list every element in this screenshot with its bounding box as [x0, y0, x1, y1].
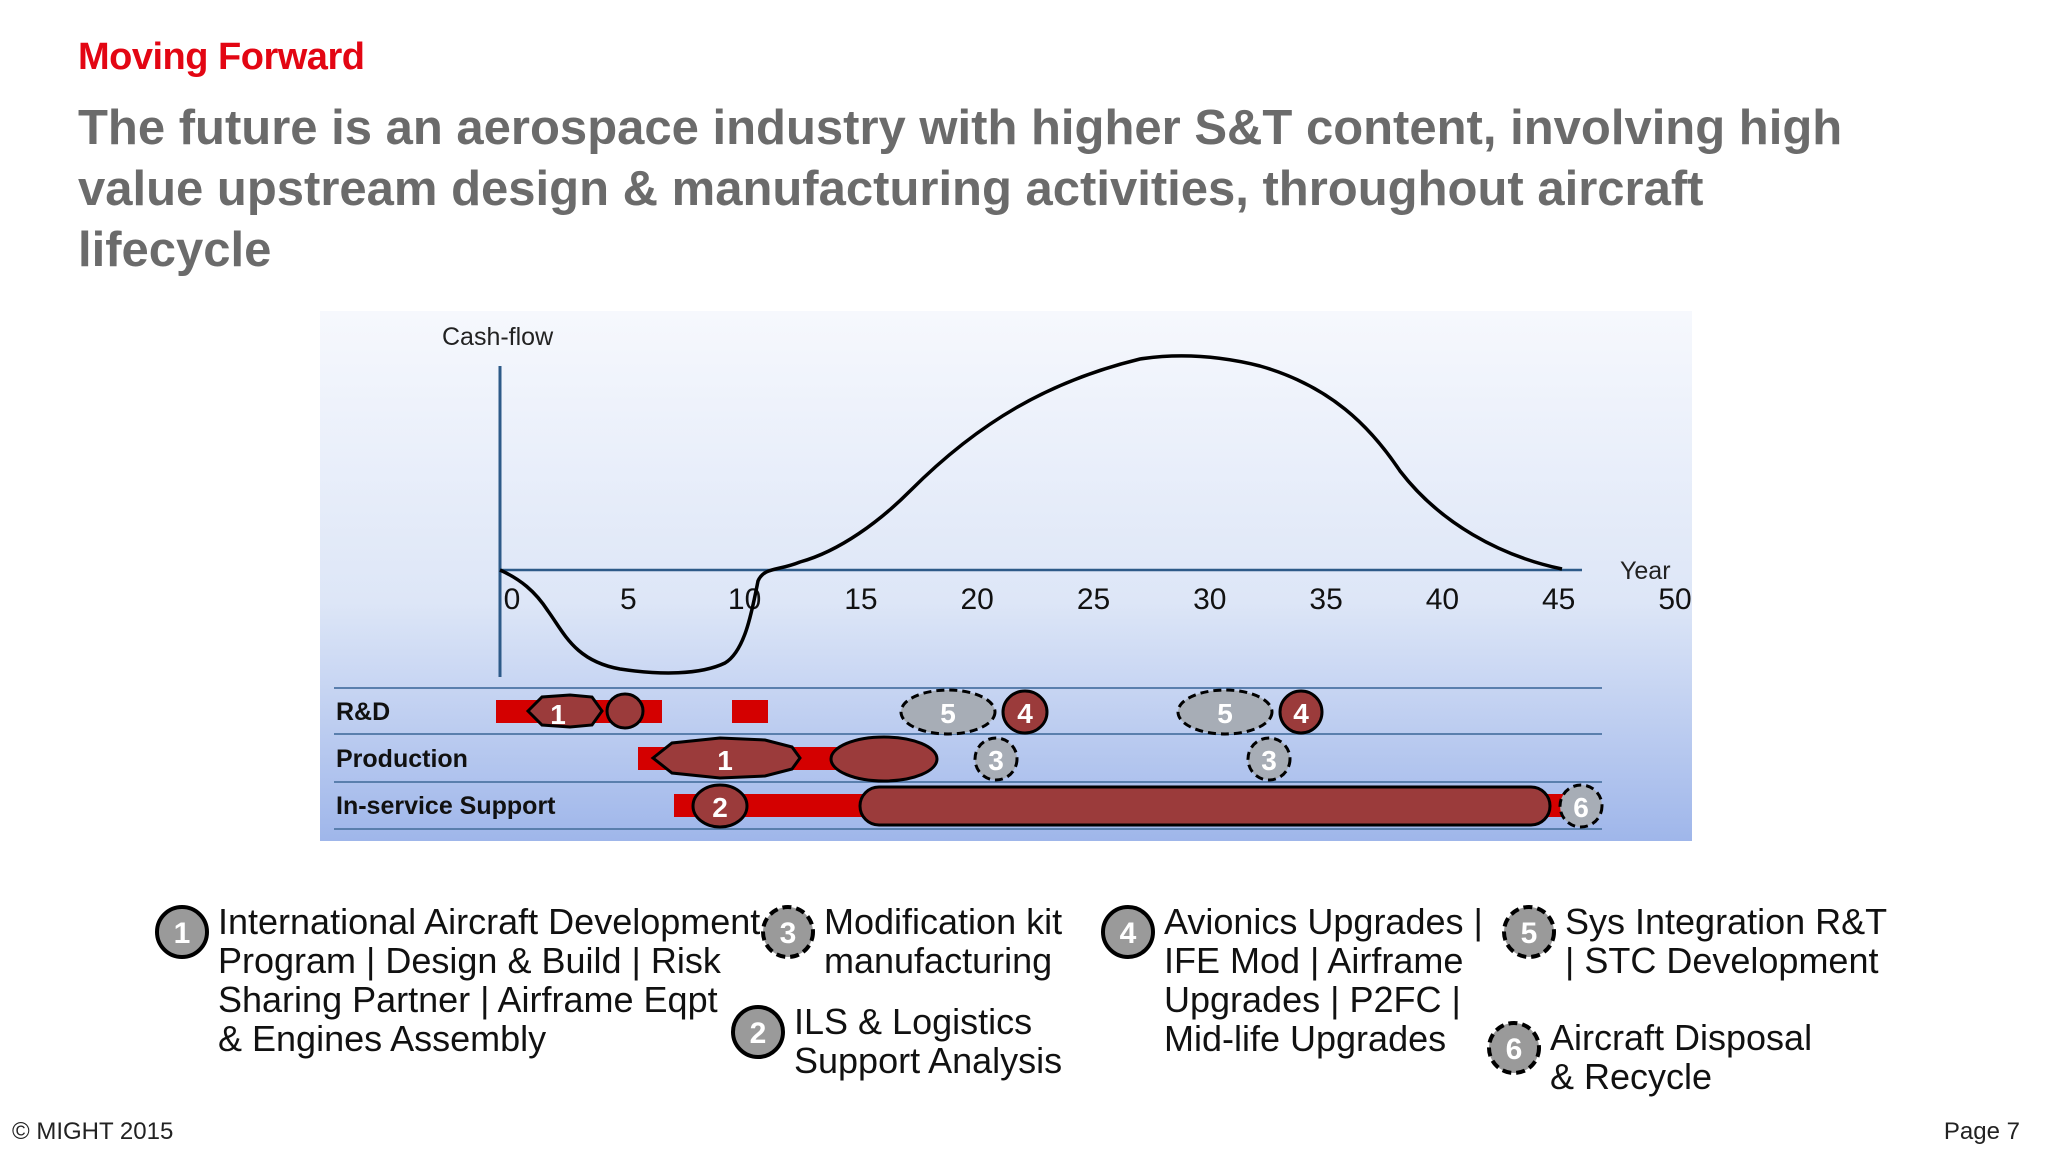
x-tick-label: 30: [1193, 583, 1226, 616]
iss-marker-6: 6: [1573, 792, 1589, 823]
headline-line-2: value upstream design & manufacturing ac…: [78, 162, 1704, 216]
x-tick-label: 20: [961, 583, 994, 616]
headline-line-1: The future is an aerospace industry with…: [78, 101, 1843, 155]
x-tick-label: 0: [504, 583, 521, 616]
prod-dashed-ellipse-3a: [973, 736, 1019, 782]
rd-marker-1: 1: [550, 699, 566, 730]
section-label: Moving Forward: [78, 36, 365, 78]
rd-marker-5b: 5: [1217, 698, 1233, 729]
headline-line-3: lifecycle: [78, 223, 272, 277]
x-tick-label: 45: [1542, 583, 1575, 616]
cashflow-curve: [499, 354, 1563, 675]
legend-item-3: 3 Modification kit manufacturing: [760, 901, 1063, 981]
x-tick-label: 40: [1426, 583, 1459, 616]
x-tick-label: 25: [1077, 583, 1110, 616]
rd-ellipse-4b: [1278, 689, 1324, 735]
prod-ellipse: [829, 735, 939, 783]
x-axis-label: Year: [1620, 557, 1671, 585]
svg-text:6: 6: [1506, 1033, 1523, 1066]
svg-text:1: 1: [174, 917, 191, 950]
rd-marker-1-shape: [525, 693, 604, 729]
badge-6-dashed-icon: 6: [1487, 1021, 1541, 1075]
svg-text:2: 2: [750, 1017, 767, 1050]
svg-text:5: 5: [1521, 917, 1538, 950]
legend-text-1: International Aircraft Development Progr…: [218, 901, 761, 1059]
rd-dashed-ellipse-5b: [1176, 688, 1274, 736]
svg-text:3: 3: [780, 917, 797, 950]
rd-marker-4a: 4: [1017, 698, 1033, 729]
row-label-in-service-support: In-service Support: [336, 792, 556, 820]
badge-4-icon: 4: [1101, 905, 1155, 959]
iss-dashed-ellipse-6: [1558, 783, 1604, 829]
lifecycle-cashflow-diagram: Cash-flow Year 0 5 10 15 20 25 30 35 40 45 50 R&D …: [320, 311, 1692, 841]
legend-text-6: Aircraft Disposal & Recycle: [1550, 1017, 1813, 1097]
row-label-production: Production: [336, 745, 468, 773]
badge-3-dashed-icon: 3: [761, 905, 815, 959]
prod-marker-1-shape: [650, 736, 802, 780]
x-tick-label: 35: [1309, 583, 1342, 616]
footer-copyright: © MIGHT 2015: [12, 1118, 174, 1145]
iss-long-capsule: [858, 785, 1552, 827]
legend-item-2: 2 ILS & Logistics Support Analysis: [730, 1001, 1063, 1081]
row-label-rd: R&D: [336, 698, 390, 726]
x-tick-label: 5: [620, 583, 637, 616]
slide-headline: The future is an aerospace industry with…: [78, 98, 1978, 281]
prod-dashed-ellipse-3b: [1246, 736, 1292, 782]
legend-item-1: 1 International Aircraft Development Pro…: [154, 901, 761, 1059]
x-tick-labels: 0 5 10 15 20 25 30 35 40 45 50: [504, 583, 1692, 616]
badge-5-dashed-icon: 5: [1502, 905, 1556, 959]
iss-ellipse-2: [691, 783, 749, 829]
legend-text-4: Avionics Upgrades | IFE Mod | Airframe U…: [1164, 901, 1483, 1059]
legend-item-5: 5 Sys Integration R&T | STC Development: [1501, 901, 1888, 981]
legend-item-6: 6 Aircraft Disposal & Recycle: [1486, 1017, 1813, 1097]
rd-marker-5a: 5: [940, 698, 956, 729]
footer-page-number: Page 7: [1943, 1118, 2020, 1145]
rd-bar-short: [732, 700, 768, 723]
prod-marker-3b: 3: [1261, 745, 1277, 776]
x-tick-label: 15: [844, 583, 877, 616]
badge-2-icon: 2: [731, 1005, 785, 1059]
rd-small-ellipse: [605, 692, 645, 730]
legend-text-3: Modification kit manufacturing: [824, 901, 1063, 981]
prod-marker-1: 1: [717, 745, 733, 776]
legend-text-5: Sys Integration R&T | STC Development: [1565, 901, 1888, 981]
svg-text:4: 4: [1120, 917, 1137, 950]
rd-dashed-ellipse-5a: [899, 688, 997, 736]
iss-marker-2: 2: [712, 792, 728, 823]
rd-ellipse-4a: [1001, 689, 1049, 735]
rd-marker-4b: 4: [1293, 698, 1309, 729]
badge-1-icon: 1: [155, 905, 209, 959]
legend-text-2: ILS & Logistics Support Analysis: [794, 1001, 1063, 1081]
prod-marker-3a: 3: [988, 745, 1004, 776]
x-tick-label: 50: [1658, 583, 1691, 616]
y-axis-label: Cash-flow: [442, 323, 554, 351]
legend-item-4: 4 Avionics Upgrades | IFE Mod | Airframe…: [1100, 901, 1483, 1059]
